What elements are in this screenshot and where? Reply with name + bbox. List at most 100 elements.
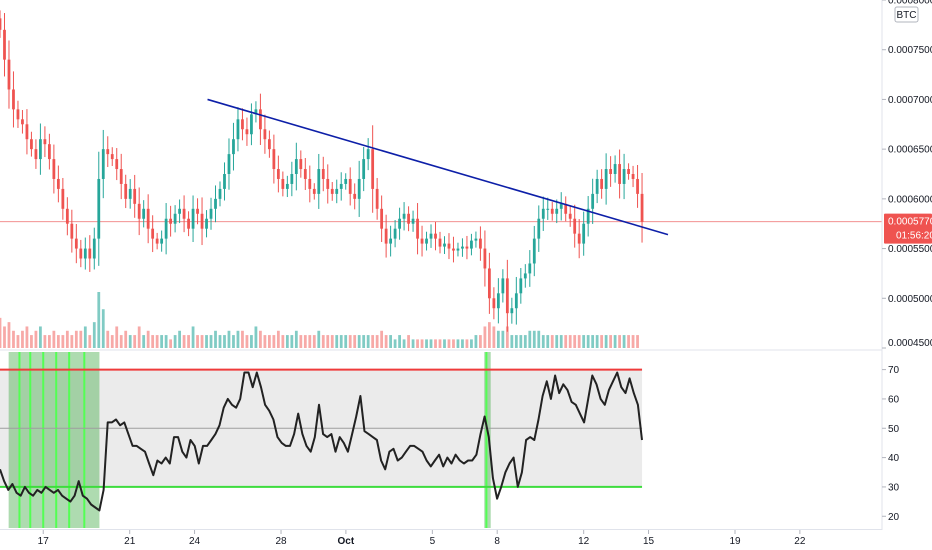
volume-bar bbox=[564, 335, 568, 348]
volume-bar bbox=[196, 335, 199, 348]
volume-bar bbox=[106, 330, 110, 348]
candle-body bbox=[200, 213, 204, 229]
volume-bar bbox=[56, 335, 60, 348]
trendline[interactable] bbox=[207, 98, 669, 236]
time-tick-label: 22 bbox=[794, 536, 806, 547]
volume-bar bbox=[420, 339, 424, 348]
candle-body bbox=[532, 238, 536, 264]
volume-bar bbox=[245, 335, 249, 348]
candle-body bbox=[196, 208, 199, 214]
volume-bar bbox=[546, 335, 550, 348]
candle-body bbox=[151, 228, 155, 239]
volume-bar bbox=[290, 335, 294, 348]
volume-bar bbox=[348, 335, 352, 348]
volume-bar bbox=[169, 339, 173, 348]
candle-body bbox=[294, 159, 298, 174]
volume-bar bbox=[178, 330, 181, 348]
candle-body bbox=[595, 178, 599, 194]
rsi-tick-label: 40 bbox=[888, 453, 900, 464]
candle-body bbox=[389, 238, 393, 244]
time-tick-label: 12 bbox=[578, 536, 590, 547]
volume-bar bbox=[514, 335, 518, 348]
candle-body bbox=[178, 208, 181, 214]
volume-bar bbox=[0, 317, 2, 348]
candle-body bbox=[604, 169, 608, 189]
candle-body bbox=[263, 129, 267, 140]
candle-body bbox=[56, 178, 60, 189]
candle-body bbox=[627, 169, 630, 174]
candle-body bbox=[218, 188, 222, 199]
candle-body bbox=[456, 248, 460, 251]
rsi-axis[interactable]: 70 60 50 40 30 20 bbox=[882, 365, 900, 523]
rsi-pane[interactable] bbox=[0, 352, 643, 528]
candle-body bbox=[187, 218, 190, 229]
volume-bar bbox=[519, 335, 523, 348]
volume-bar bbox=[101, 309, 105, 348]
candle-body bbox=[52, 159, 56, 179]
volume-bar bbox=[272, 335, 276, 348]
rsi-oversold-zones bbox=[8, 352, 491, 528]
candle-body bbox=[546, 208, 550, 210]
price-tick-label: 0.00055000 bbox=[888, 244, 932, 255]
candle-body bbox=[438, 238, 442, 247]
volume-bar bbox=[577, 335, 581, 348]
time-tick-label: 19 bbox=[729, 536, 741, 547]
price-tick-label: 0.00075000 bbox=[888, 45, 932, 56]
candle-body bbox=[133, 188, 137, 204]
candle-body bbox=[371, 149, 375, 189]
candle-body bbox=[47, 144, 51, 160]
volume-bar bbox=[12, 330, 15, 348]
volume-bar bbox=[353, 335, 357, 348]
time-tick-label: 5 bbox=[430, 536, 436, 547]
candle-body bbox=[380, 208, 384, 229]
candle-body bbox=[631, 174, 635, 179]
volume-bar bbox=[492, 326, 496, 348]
candle-body bbox=[514, 293, 518, 309]
candle-body bbox=[479, 238, 482, 249]
candle-body bbox=[254, 109, 258, 115]
oversold-zone bbox=[8, 352, 100, 528]
volume-bar bbox=[25, 326, 29, 348]
volume-bar bbox=[389, 335, 393, 348]
volume-bar bbox=[52, 330, 56, 348]
currency-badge[interactable]: BTC bbox=[894, 6, 919, 23]
volume-bar bbox=[335, 335, 339, 348]
candle-body bbox=[452, 248, 455, 251]
volume-bar bbox=[3, 326, 6, 348]
candle-body bbox=[492, 298, 496, 309]
candle-body bbox=[209, 208, 213, 219]
price-pane[interactable] bbox=[0, 10, 882, 348]
candle-body bbox=[330, 188, 334, 194]
candle-body bbox=[43, 139, 47, 145]
volume-bar bbox=[83, 326, 87, 348]
candle-body bbox=[128, 188, 132, 199]
price-axis[interactable]: 0.00080000 0.00075000 0.00070000 0.00065000… bbox=[882, 0, 932, 349]
candle-body bbox=[393, 228, 397, 239]
candle-body bbox=[411, 218, 415, 224]
candle-body bbox=[429, 233, 433, 239]
candle-body bbox=[519, 278, 523, 294]
last-price-value: 0.00057706 bbox=[888, 217, 932, 228]
volume-bar bbox=[470, 339, 473, 348]
volume-bar bbox=[438, 339, 442, 348]
candle-body bbox=[582, 223, 586, 244]
candle-body bbox=[501, 278, 505, 294]
volume-bar bbox=[142, 335, 146, 348]
volume-bar bbox=[357, 335, 361, 348]
last-price-badge[interactable]: 0.00057706 01:56:20 bbox=[884, 213, 932, 244]
time-tick-label: 15 bbox=[643, 536, 655, 547]
volume-bar bbox=[110, 335, 114, 348]
volume-bar bbox=[604, 335, 608, 348]
volume-bar bbox=[70, 335, 74, 348]
volume-bar bbox=[276, 330, 280, 348]
candle-body bbox=[16, 109, 20, 120]
price-tick-label: 0.00045000 bbox=[888, 338, 932, 349]
volume-bar bbox=[173, 335, 177, 348]
volume-bar bbox=[429, 339, 433, 348]
candle-body bbox=[146, 208, 150, 229]
volume-bar bbox=[528, 330, 532, 348]
volume-bar bbox=[133, 335, 137, 348]
time-axis[interactable]: 17 21 24 28 Oct 5 8 12 15 19 22 bbox=[38, 530, 806, 547]
volume-bar bbox=[7, 322, 11, 348]
